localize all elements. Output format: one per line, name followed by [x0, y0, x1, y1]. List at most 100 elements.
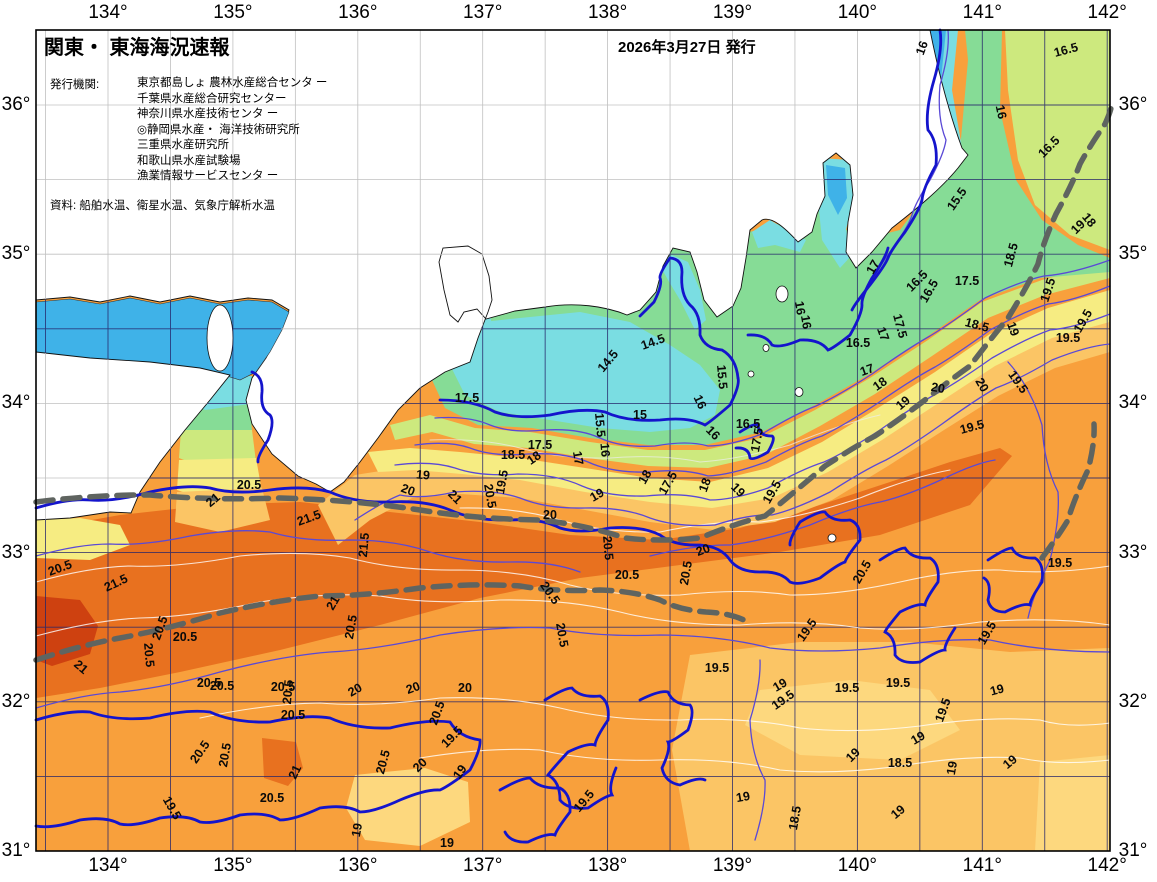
agency-name: ◎静岡県水産・ 海洋技術研究所 [137, 123, 300, 136]
sub-isotherm-white [35, 594, 1111, 637]
temperature-label: 19 [348, 821, 366, 839]
temperature-label: 20.5 [599, 535, 617, 561]
temperature-label: 19.5 [1047, 556, 1073, 570]
agencies-label: 発行機関: [50, 79, 100, 91]
latitude-label-left: 36° [1, 94, 31, 115]
temperature-label: 19.5 [704, 661, 730, 675]
sst-band [318, 322, 1110, 545]
agency-name: 漁業情報サービスセンタ ー [137, 170, 279, 182]
main-isotherm [250, 370, 274, 464]
temperature-label: 19 [440, 836, 454, 850]
issue-date: 2026年3月27日 発行 [618, 39, 756, 56]
temperature-label: 18.5 [500, 448, 526, 462]
longitude-label-bottom: 136° [338, 855, 378, 876]
half-degree-isotherm [414, 285, 1111, 477]
map-title: 関東・ 東海海況速報 [44, 37, 230, 59]
longitude-label-bottom: 141° [962, 855, 1002, 876]
temperature-label: 20.5 [140, 642, 158, 668]
half-degree-isotherm [354, 343, 1111, 527]
main-isotherm [746, 246, 890, 352]
main-isotherm [878, 546, 957, 664]
sst-band [752, 220, 806, 252]
temperature-label: 15.5 [591, 412, 609, 438]
temperature-label: 17.5 [454, 391, 480, 405]
latitude-label-right: 33° [1118, 541, 1148, 563]
temperature-label: 20.5 [236, 478, 262, 492]
half-degree-isotherm [35, 530, 581, 573]
main-isotherm [498, 776, 572, 844]
temperature-label: 17.5 [527, 438, 553, 452]
sub-isotherm-white [35, 552, 1111, 596]
latitude-label-left: 32° [1, 690, 31, 712]
kuroshio-axis-line [33, 582, 751, 663]
sub-isotherm-white [199, 697, 1111, 732]
main-isotherm [34, 485, 862, 585]
izu-island [747, 370, 755, 378]
latitude-label-left: 34° [1, 392, 31, 414]
half-degree-isotherm [857, 29, 949, 303]
longitude-label-top: 135° [213, 2, 253, 23]
longitude-label-top: 139° [712, 2, 753, 23]
warm-core-band [36, 448, 1012, 698]
temperature-label: 20.5 [280, 708, 306, 722]
half-degree-isotherm [749, 659, 766, 841]
sst-band [826, 165, 847, 215]
main-isotherm [543, 686, 618, 810]
temperature-label: 16 [791, 299, 809, 317]
izu-island [794, 387, 804, 397]
longitude-label-top: 141° [962, 2, 1002, 23]
longitude-label-top: 134° [88, 2, 128, 23]
temperature-label: 16.5 [845, 336, 871, 350]
izu-island [827, 533, 837, 543]
agency-name: 三重県水産研究所 [137, 139, 229, 151]
longitude-label-top: 136° [338, 2, 378, 23]
latitude-label-left: 35° [1, 243, 31, 265]
temperature-label: 20.5 [196, 676, 222, 690]
sst-band [346, 768, 470, 846]
coastal-cold-strip [448, 312, 720, 432]
main-isotherm [850, 28, 943, 312]
half-degree-isotherm [434, 259, 1111, 447]
temperature-label: 17 [569, 449, 587, 467]
sst-band [390, 262, 1110, 468]
warmest-patch [36, 596, 98, 666]
longitude-label-bottom: 137° [463, 855, 503, 876]
kuroshio-axis-line [33, 97, 1115, 543]
temperature-label: 20 [543, 508, 557, 522]
latitude-label-left: 33° [1, 541, 31, 563]
temperature-label: 20.5 [209, 679, 235, 693]
temperature-label: 16 [597, 442, 613, 458]
ne-corner-band [1005, 30, 1110, 250]
latitude-label-right: 32° [1118, 690, 1148, 712]
longitude-label-bottom: 135° [213, 855, 253, 876]
longitude-label-top: 137° [463, 2, 503, 23]
temperature-label: 19 [734, 788, 752, 806]
temperature-label: 19 [415, 467, 431, 483]
latitude-label-right: 31° [1118, 840, 1148, 861]
honshu-landmass [35, 29, 969, 493]
sst-band [1035, 755, 1110, 851]
latitude-label-right: 35° [1118, 243, 1148, 265]
longitude-label-top: 140° [837, 2, 878, 23]
temperature-label: 20.5 [614, 568, 640, 582]
agency-name: 神奈川県水産技術センタ ー [137, 108, 279, 120]
temperature-label: 20.5 [270, 680, 296, 694]
main-isotherm [638, 690, 707, 787]
half-degree-isotherm [35, 626, 1111, 709]
kuroshio-axis-line [1039, 421, 1097, 561]
temperature-label: 16 [992, 103, 1010, 121]
latitude-label-right: 36° [1118, 94, 1148, 115]
map-frame [35, 29, 1111, 852]
main-isotherm [438, 376, 740, 427]
latitude-label-left: 31° [1, 840, 31, 861]
temperature-label: 19 [943, 759, 961, 777]
temperature-label: 19.5 [834, 681, 860, 695]
temperature-label: 20.5 [279, 679, 297, 705]
longitude-label-bottom: 134° [88, 855, 128, 876]
longitude-label-bottom: 138° [587, 855, 628, 876]
agency-name: 東京都島しょ 農林水産総合センタ ー [137, 77, 328, 89]
longitude-label-bottom: 142° [1087, 855, 1127, 876]
temperature-label: 20 [458, 681, 472, 695]
temperature-label: 15.5 [713, 364, 731, 390]
temperature-label: 18.5 [887, 756, 913, 770]
